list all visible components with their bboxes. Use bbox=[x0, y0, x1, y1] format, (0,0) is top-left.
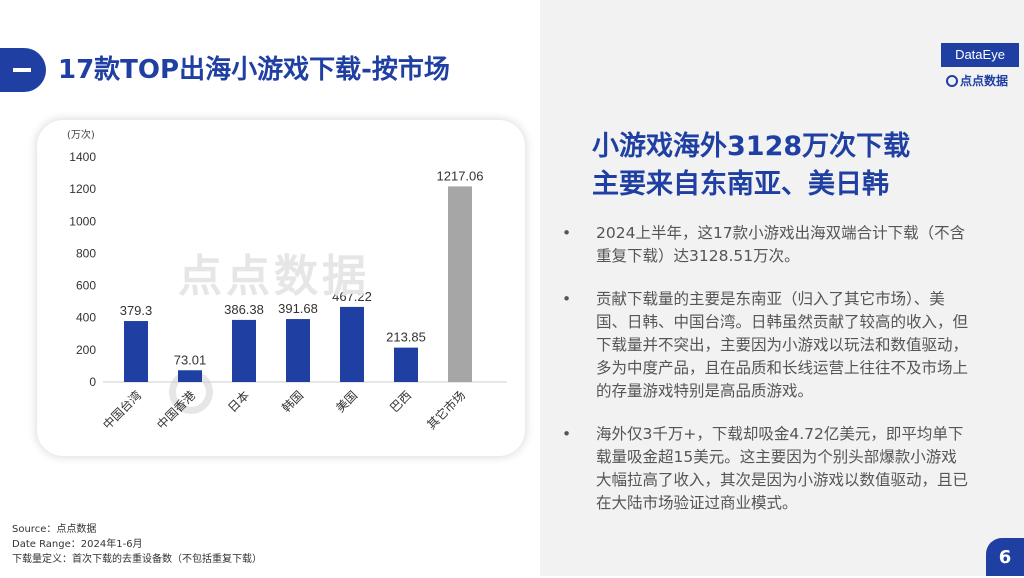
bullet-text: 贡献下载量的主要是东南亚（归入了其它市场）、美国、日韩、中国台湾。日韩虽然贡献了… bbox=[596, 290, 969, 400]
dataeye-logo: DataEye bbox=[941, 43, 1019, 67]
bullet-item: • 贡献下载量的主要是东南亚（归入了其它市场）、美国、日韩、中国台湾。日韩虽然贡… bbox=[562, 288, 972, 403]
bar bbox=[340, 306, 364, 382]
bullet-item: • 2024上半年，这17款小游戏出海双端合计下载（不含重复下载）达3128.5… bbox=[562, 222, 972, 268]
x-tick-label: 日本 bbox=[225, 388, 252, 415]
bullet-item: • 海外仅3千万+，下载却吸金4.72亿美元，即平均单下载量吸金超15美元。这主… bbox=[562, 423, 972, 515]
source-notes: Source：点点数据 Date Range：2024年1-6月 下载量定义：首… bbox=[12, 522, 262, 567]
y-tick-label: 600 bbox=[76, 279, 96, 293]
data-label: 213.85 bbox=[386, 330, 426, 345]
page-title: 17款TOP出海小游戏下载-按市场 bbox=[58, 55, 450, 85]
definition-line: 下载量定义：首次下载的去重设备数（不包括重复下载） bbox=[12, 554, 262, 565]
headline-line-1: 小游戏海外3128万次下载 bbox=[592, 131, 911, 162]
watermark: 点点数据 bbox=[178, 240, 370, 304]
date-range-line: Date Range：2024年1-6月 bbox=[12, 539, 143, 550]
bar bbox=[232, 319, 256, 382]
y-tick-label: 400 bbox=[76, 311, 96, 325]
bar bbox=[286, 319, 310, 382]
bullet-marker: • bbox=[562, 425, 572, 443]
source-line: Source：点点数据 bbox=[12, 524, 97, 535]
data-label: 73.01 bbox=[174, 352, 207, 367]
diandian-logo: 点点数据 bbox=[946, 72, 1008, 89]
data-label: 467.22 bbox=[332, 289, 372, 304]
bullet-list: • 2024上半年，这17款小游戏出海双端合计下载（不含重复下载）达3128.5… bbox=[562, 222, 972, 535]
diandian-logo-icon bbox=[946, 75, 958, 87]
x-tick-label: 韩国 bbox=[279, 388, 307, 416]
dash-icon bbox=[13, 68, 31, 72]
bar-chart: (万次) 0 200 400 600 800 1000 1200 1400 379.3 中国台湾 73… bbox=[67, 128, 507, 433]
bullet-marker: • bbox=[562, 290, 572, 308]
bar bbox=[124, 321, 148, 382]
x-tick-label: 中国台湾 bbox=[100, 388, 145, 433]
page-number: 6 bbox=[986, 538, 1024, 576]
diandian-logo-text: 点点数据 bbox=[960, 74, 1009, 88]
y-tick-label: 800 bbox=[76, 246, 96, 260]
bullet-text: 海外仅3千万+，下载却吸金4.72亿美元，即平均单下载量吸金超15美元。这主要因… bbox=[596, 425, 969, 512]
y-tick-label: 1200 bbox=[69, 182, 96, 196]
right-panel bbox=[540, 0, 1024, 576]
y-tick-label: 1000 bbox=[69, 214, 96, 228]
headline-line-2: 主要来自东南亚、美日韩 bbox=[592, 169, 889, 200]
bullet-text: 2024上半年，这17款小游戏出海双端合计下载（不含重复下载）达3128.51万… bbox=[596, 224, 966, 265]
data-label: 391.68 bbox=[278, 301, 318, 316]
x-tick-label: 巴西 bbox=[387, 388, 414, 415]
y-tick-label: 200 bbox=[76, 343, 96, 357]
bullet-marker: • bbox=[562, 224, 572, 242]
chart-card: (万次) 0 200 400 600 800 1000 1200 1400 379.3 中国台湾 73… bbox=[37, 120, 525, 456]
bar bbox=[394, 347, 418, 382]
section-dash-badge bbox=[0, 48, 46, 92]
bar bbox=[178, 370, 202, 382]
data-label: 386.38 bbox=[224, 302, 264, 317]
headline: 小游戏海外3128万次下载 主要来自东南亚、美日韩 bbox=[592, 128, 910, 204]
y-unit-label: (万次) bbox=[67, 128, 95, 141]
data-label: 1217.06 bbox=[437, 168, 484, 183]
data-label: 379.3 bbox=[120, 303, 153, 318]
x-tick-label: 美国 bbox=[333, 388, 360, 415]
bar bbox=[448, 186, 472, 382]
y-tick-label: 0 bbox=[89, 375, 96, 389]
watermark-text: 点点数据 bbox=[178, 251, 370, 302]
y-tick-label: 1400 bbox=[69, 150, 96, 164]
x-tick-label: 中国香港 bbox=[154, 388, 199, 433]
x-tick-label: 其它市场 bbox=[424, 388, 469, 433]
